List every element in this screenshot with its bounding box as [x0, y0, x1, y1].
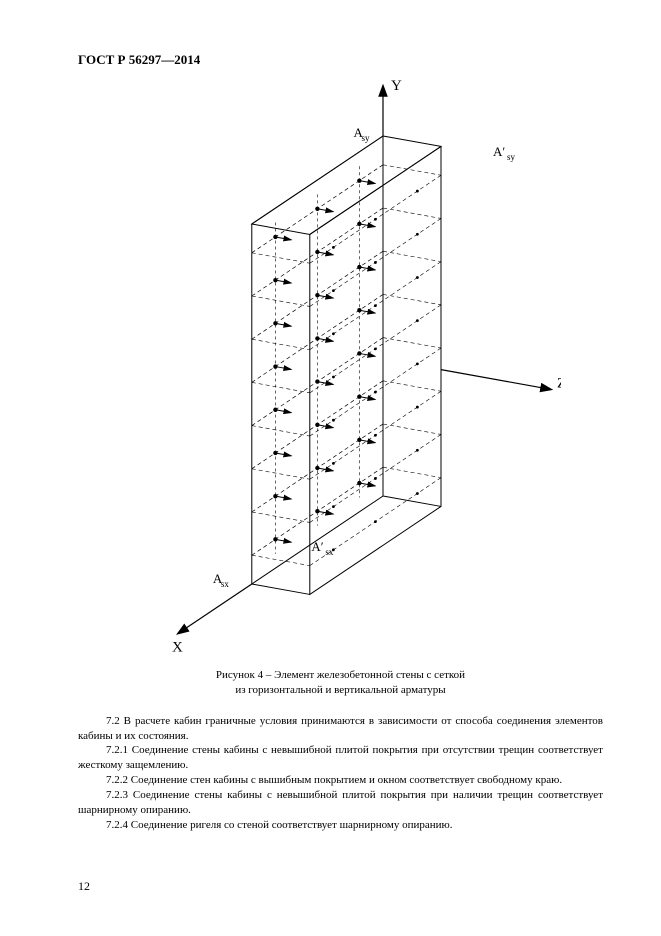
svg-text:sx: sx — [325, 547, 334, 557]
paragraph-0: 7.2 В расчете кабин граничные условия пр… — [78, 714, 603, 744]
svg-text:sx: sx — [220, 579, 229, 589]
figure-4: YZXAsyA′syAsxA′sx — [78, 76, 603, 656]
paragraph-2: 7.2.2 Соединение стен кабины с вышибным … — [78, 773, 603, 788]
svg-text:sy: sy — [507, 152, 516, 162]
svg-text:sy: sy — [361, 133, 370, 143]
svg-text:Z: Z — [557, 375, 561, 391]
svg-text:A′: A′ — [493, 144, 505, 159]
caption-line1: Рисунок 4 – Элемент железобетонной стены… — [216, 669, 465, 681]
wall-element-diagram: YZXAsyA′syAsxA′sx — [121, 76, 561, 656]
paragraph-4: 7.2.4 Соединение ригеля со стеной соотве… — [78, 818, 603, 833]
svg-text:Y: Y — [391, 78, 402, 94]
doc-header: ГОСТ Р 56297—2014 — [78, 52, 603, 68]
page-number: 12 — [78, 879, 90, 894]
body-text: 7.2 В расчете кабин граничные условия пр… — [78, 714, 603, 833]
svg-text:A′: A′ — [311, 539, 323, 554]
figure-caption: Рисунок 4 – Элемент железобетонной стены… — [78, 668, 603, 698]
svg-text:X: X — [172, 640, 183, 656]
paragraph-3: 7.2.3 Соединение стены кабины с невышибн… — [78, 788, 603, 818]
paragraph-1: 7.2.1 Соединение стены кабины с невышибн… — [78, 743, 603, 773]
caption-line2: из горизонтальной и вертикальной арматур… — [235, 684, 445, 696]
